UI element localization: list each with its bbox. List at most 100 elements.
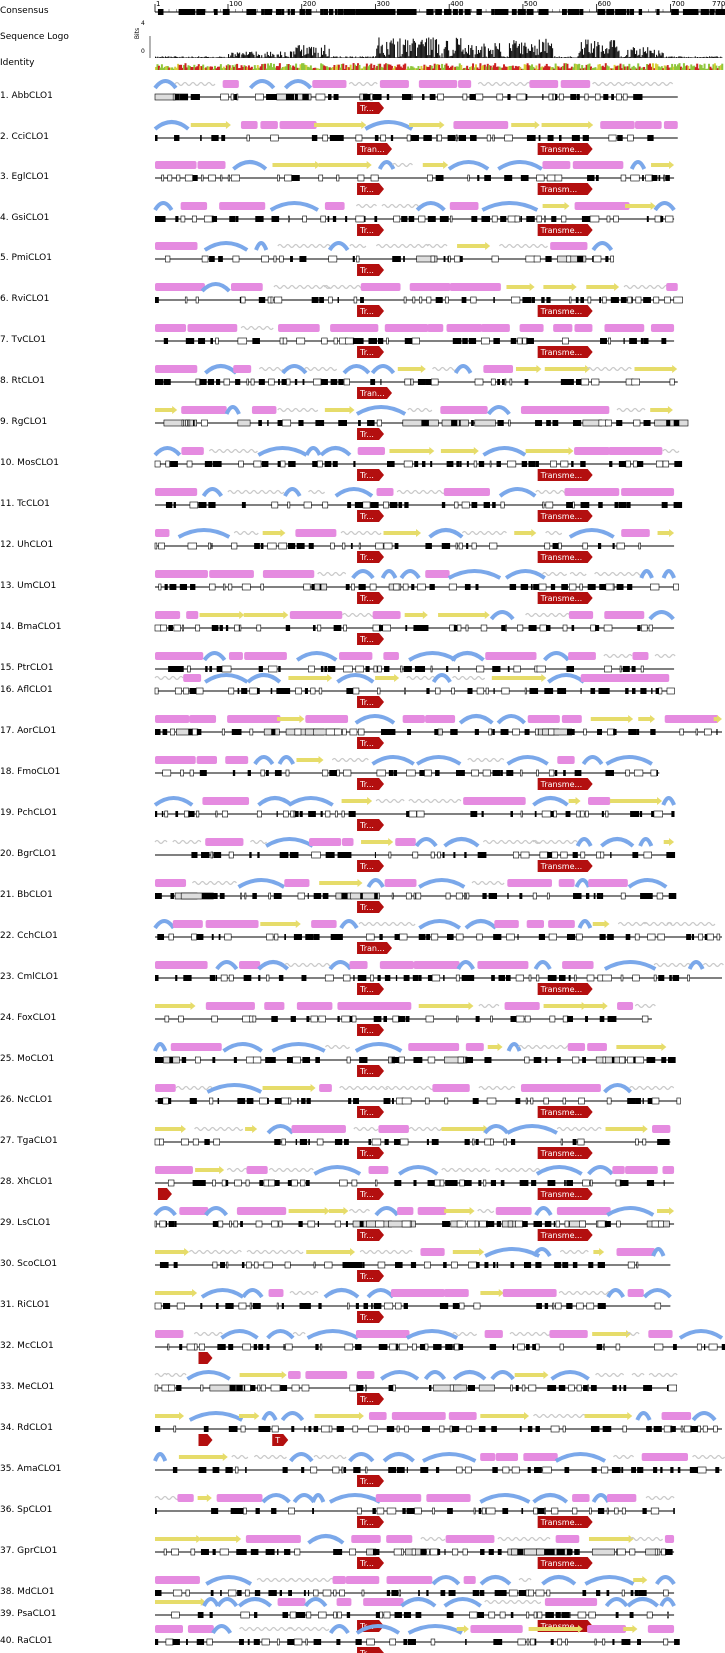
transmembrane-annotation[interactable]: Tr... bbox=[357, 1065, 385, 1077]
transmembrane-annotation[interactable]: Tr... bbox=[357, 819, 385, 831]
sequence-track[interactable]: Tr... bbox=[154, 673, 675, 708]
transmembrane-annotation[interactable]: Tr... bbox=[357, 183, 385, 195]
transmembrane-annotation[interactable]: Tr... bbox=[357, 469, 385, 481]
sequence-label[interactable]: 32. McCLO1 bbox=[0, 1341, 54, 1351]
sequence-track[interactable]: Tr... Transme... bbox=[155, 569, 679, 604]
sequence-label[interactable]: 17. AorCLO1 bbox=[0, 726, 57, 736]
transmembrane-annotation[interactable]: Tr... bbox=[357, 1229, 385, 1241]
transmembrane-annotation[interactable]: Transme... bbox=[537, 305, 593, 317]
sequence-track[interactable]: Tr... bbox=[153, 1042, 676, 1077]
sequence-track[interactable]: Tr... Transme... bbox=[154, 528, 675, 563]
sequence-label[interactable]: 14. BmaCLO1 bbox=[0, 622, 62, 632]
transmembrane-annotation[interactable]: Tr... bbox=[357, 1557, 385, 1569]
transmembrane-annotation[interactable]: Tr... bbox=[357, 1270, 385, 1282]
sequence-track[interactable]: Tr... Transm... bbox=[155, 160, 675, 195]
sequence-label[interactable]: 30. ScoCLO1 bbox=[0, 1259, 58, 1269]
transmembrane-annotation[interactable]: Tr... bbox=[357, 1311, 385, 1323]
sequence-track[interactable]: Tr... bbox=[155, 1247, 671, 1282]
transmembrane-annotation[interactable]: Tr... bbox=[357, 428, 385, 440]
transmembrane-annotation[interactable]: Tr... bbox=[357, 1647, 385, 1653]
sequence-label[interactable]: 13. UmCLO1 bbox=[0, 581, 57, 591]
transmembrane-annotation[interactable] bbox=[198, 1352, 213, 1364]
transmembrane-annotation[interactable]: Transme... bbox=[537, 143, 593, 155]
sequence-track[interactable]: Tr... Transme... bbox=[155, 282, 683, 317]
transmembrane-annotation[interactable]: Tr... bbox=[357, 1475, 385, 1487]
transmembrane-annotation[interactable]: Tr... bbox=[357, 1147, 385, 1159]
transmembrane-annotation[interactable]: Tr... bbox=[357, 510, 385, 522]
sequence-label[interactable]: 25. MoCLO1 bbox=[0, 1054, 55, 1064]
sequence-track[interactable]: Tr... bbox=[155, 241, 614, 276]
transmembrane-annotation[interactable]: Tr... bbox=[357, 224, 385, 236]
sequence-label[interactable]: 29. LsCLO1 bbox=[0, 1218, 51, 1228]
sequence-label[interactable]: 12. UhCLO1 bbox=[0, 540, 54, 550]
sequence-label[interactable]: 31. RiCLO1 bbox=[0, 1300, 50, 1310]
sequence-track[interactable] bbox=[155, 651, 676, 673]
transmembrane-annotation[interactable]: Transme... bbox=[537, 1557, 593, 1569]
transmembrane-annotation[interactable] bbox=[157, 1188, 172, 1200]
sequence-label[interactable]: 40. RaCLO1 bbox=[0, 1636, 53, 1646]
sequence-track[interactable]: T bbox=[155, 1411, 722, 1446]
transmembrane-annotation[interactable]: Tr... bbox=[357, 102, 385, 114]
sequence-label[interactable]: 18. FmoCLO1 bbox=[0, 767, 61, 777]
sequence-track[interactable]: Tran... Transme... bbox=[153, 120, 678, 155]
sequence-label[interactable]: 1. AbbCLO1 bbox=[0, 91, 53, 101]
transmembrane-annotation[interactable]: Transme... bbox=[537, 1516, 593, 1528]
transmembrane-annotation[interactable]: Tr... bbox=[357, 1024, 385, 1036]
sequence-label[interactable]: 24. FoxCLO1 bbox=[0, 1013, 57, 1023]
sequence-label[interactable]: 26. NcCLO1 bbox=[0, 1095, 53, 1105]
sequence-track[interactable]: Tr... Transme... bbox=[155, 1534, 675, 1569]
transmembrane-annotation[interactable]: Tr... bbox=[357, 737, 385, 749]
sequence-track[interactable]: Tr... Transme... bbox=[155, 1083, 681, 1118]
sequence-label[interactable]: 4. GsiCLO1 bbox=[0, 213, 50, 223]
sequence-label[interactable]: 7. TvCLO1 bbox=[0, 335, 47, 345]
sequence-label[interactable]: 34. RdCLO1 bbox=[0, 1423, 53, 1433]
transmembrane-annotation[interactable]: Transme... bbox=[537, 551, 593, 563]
sequence-label[interactable]: 28. XhCLO1 bbox=[0, 1177, 53, 1187]
sequence-track[interactable]: Tran... bbox=[155, 364, 678, 399]
transmembrane-annotation[interactable]: Transme... bbox=[537, 1147, 593, 1159]
sequence-label[interactable]: 20. BgrCLO1 bbox=[0, 849, 57, 859]
sequence-track[interactable]: Tr... Transme... bbox=[155, 755, 660, 790]
sequence-track[interactable]: Tr... bbox=[155, 878, 677, 913]
transmembrane-annotation[interactable]: Tr... bbox=[357, 1393, 385, 1405]
sequence-track[interactable]: Tr... Transme... bbox=[155, 1165, 675, 1200]
sequence-label[interactable]: 16. AflCLO1 bbox=[0, 685, 53, 695]
sequence-track[interactable]: Tran... bbox=[153, 919, 722, 954]
sequence-label[interactable]: 39. PsaCLO1 bbox=[0, 1609, 57, 1619]
transmembrane-annotation[interactable]: Tr... bbox=[357, 551, 385, 563]
sequence-label[interactable]: 15. PtrCLO1 bbox=[0, 663, 54, 673]
sequence-label[interactable]: 22. CchCLO1 bbox=[0, 931, 58, 941]
transmembrane-annotation[interactable]: T bbox=[272, 1434, 289, 1446]
sequence-label[interactable]: 33. MeCLO1 bbox=[0, 1382, 55, 1392]
sequence-label[interactable]: 8. RtCLO1 bbox=[0, 376, 46, 386]
sequence-label[interactable]: 37. GprCLO1 bbox=[0, 1546, 58, 1556]
transmembrane-annotation[interactable]: Tr... bbox=[357, 592, 385, 604]
sequence-track[interactable]: Tr... Transme... bbox=[153, 446, 683, 481]
sequence-label[interactable]: 35. AmaCLO1 bbox=[0, 1464, 62, 1474]
sequence-label[interactable]: 10. MosCLO1 bbox=[0, 458, 59, 468]
sequence-label[interactable]: 9. RgCLO1 bbox=[0, 417, 48, 427]
sequence-label[interactable]: 23. CmlCLO1 bbox=[0, 972, 59, 982]
transmembrane-annotation[interactable]: Tr... bbox=[357, 1188, 385, 1200]
transmembrane-annotation[interactable]: Transme... bbox=[537, 592, 593, 604]
transmembrane-annotation[interactable]: Tr... bbox=[357, 778, 385, 790]
transmembrane-annotation[interactable]: Tr... bbox=[357, 983, 385, 995]
sequence-track[interactable]: Tr... bbox=[155, 1624, 680, 1653]
sequence-label[interactable]: 27. TgaCLO1 bbox=[0, 1136, 58, 1146]
sequence-label[interactable]: 2. CciCLO1 bbox=[0, 132, 49, 142]
sequence-track[interactable]: Tr... Transme... bbox=[153, 1206, 675, 1241]
sequence-track[interactable] bbox=[155, 1329, 725, 1364]
transmembrane-annotation[interactable]: Transme... bbox=[537, 510, 593, 522]
sequence-track[interactable]: Tr... bbox=[154, 1370, 678, 1405]
transmembrane-annotation[interactable]: Tr... bbox=[357, 633, 385, 645]
sequence-label[interactable]: 36. SpCLO1 bbox=[0, 1505, 53, 1515]
sequence-label[interactable]: 38. MdCLO1 bbox=[0, 1587, 55, 1597]
transmembrane-annotation[interactable]: Tr... bbox=[357, 305, 385, 317]
sequence-track[interactable]: Tr... bbox=[155, 405, 689, 440]
sequence-track[interactable]: Tr... Transme... bbox=[155, 960, 724, 995]
transmembrane-annotation[interactable]: Transme... bbox=[537, 1106, 593, 1118]
sequence-track[interactable]: Tr... bbox=[153, 796, 676, 831]
transmembrane-annotation[interactable]: Transme... bbox=[537, 860, 593, 872]
transmembrane-annotation[interactable]: Tran... bbox=[357, 942, 393, 954]
sequence-track[interactable]: Tr... bbox=[154, 1288, 672, 1323]
